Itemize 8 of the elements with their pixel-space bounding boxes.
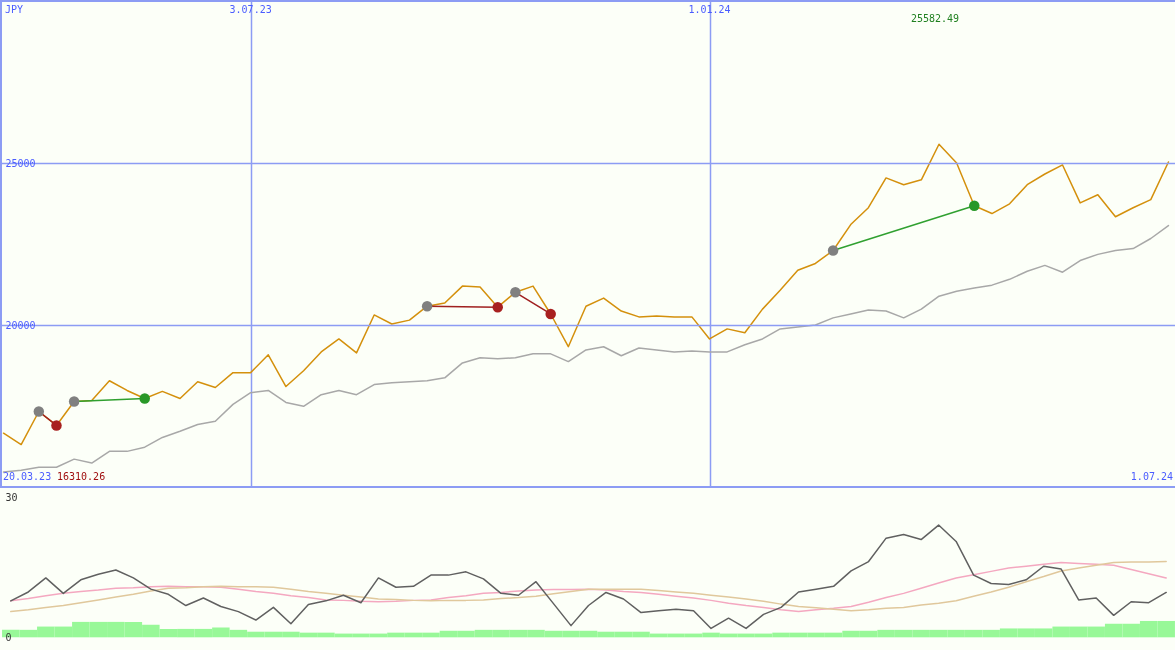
y-tick-label: 20000 — [5, 319, 36, 331]
y-tick-label: 0 — [5, 631, 12, 643]
y-tick-label: 30 — [5, 491, 18, 503]
annotation: 1.07.24 — [1130, 471, 1173, 482]
annotation: 16310.26 — [57, 471, 106, 482]
annotation: 25582.49 — [910, 13, 960, 24]
y-axis-title: JPY — [5, 4, 24, 15]
annotation: 20.03.23 — [3, 471, 52, 482]
